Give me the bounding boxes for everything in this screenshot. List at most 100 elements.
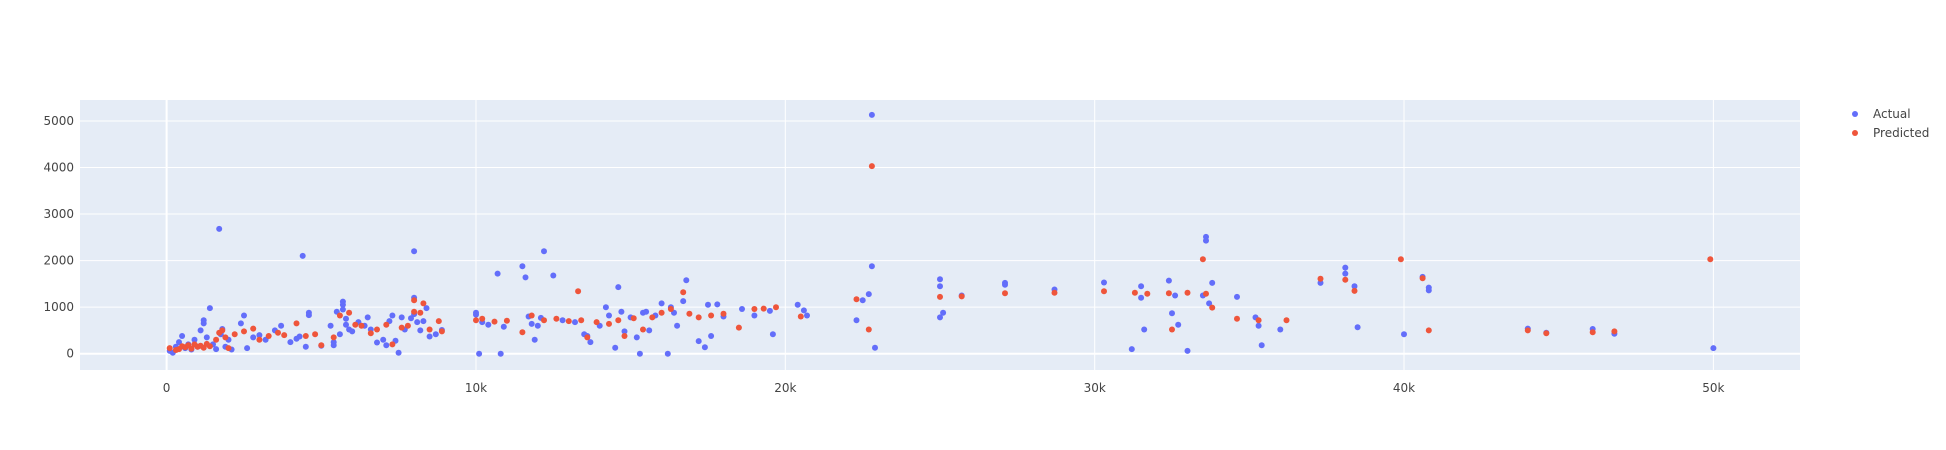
actual-point <box>751 312 758 319</box>
predicted-point <box>615 317 622 324</box>
actual-point <box>426 333 433 340</box>
predicted-point <box>411 308 418 315</box>
predicted-point <box>1169 326 1175 333</box>
actual-point <box>658 300 665 307</box>
actual-point <box>296 333 303 340</box>
actual-point <box>674 322 681 329</box>
actual-point <box>587 339 594 346</box>
actual-point <box>423 305 430 312</box>
actual-point <box>364 314 371 321</box>
actual-point <box>339 301 346 308</box>
predicted-point <box>352 321 359 328</box>
actual-point <box>872 344 878 351</box>
y-tick-label: 5000 <box>43 114 74 128</box>
actual-point <box>1425 287 1432 294</box>
actual-point <box>618 308 625 315</box>
predicted-point <box>797 313 804 320</box>
x-tick-label: 20k <box>774 381 796 395</box>
predicted-point <box>1131 289 1138 296</box>
actual-point <box>191 336 198 343</box>
actual-point <box>680 298 687 305</box>
predicted-point <box>336 312 343 319</box>
predicted-point <box>275 329 281 336</box>
actual-point <box>206 305 213 312</box>
actual-point <box>1141 326 1148 333</box>
actual-point <box>1175 321 1182 328</box>
actual-point <box>868 111 875 118</box>
predicted-point <box>1184 289 1191 296</box>
actual-point <box>1317 279 1324 286</box>
actual-point <box>714 301 721 308</box>
actual-point <box>683 277 690 284</box>
series-predicted <box>166 163 1714 353</box>
predicted-point <box>593 319 600 326</box>
predicted-point <box>1051 289 1058 296</box>
actual-point <box>336 331 343 338</box>
actual-point <box>800 307 807 314</box>
legend[interactable]: Actual Predicted <box>1852 107 1929 140</box>
predicted-point <box>720 310 727 317</box>
predicted-point <box>708 312 715 319</box>
x-tick-label: 10k <box>465 381 487 395</box>
predicted-point <box>606 320 612 327</box>
actual-point <box>705 301 711 308</box>
legend-marker <box>1852 130 1858 136</box>
legend-marker <box>1852 111 1858 117</box>
predicted-point <box>1144 290 1151 297</box>
actual-point <box>241 312 247 319</box>
actual-point <box>200 320 207 327</box>
predicted-point <box>330 334 337 341</box>
actual-point <box>621 328 628 335</box>
actual-point <box>1342 270 1349 277</box>
actual-point <box>534 322 541 329</box>
actual-point <box>1184 347 1191 354</box>
actual-point <box>1128 346 1135 353</box>
x-axis-ticks: 0 10k 20k 30k 40k 50k <box>163 381 1725 395</box>
predicted-point <box>937 293 943 300</box>
y-tick-label: 3000 <box>43 207 74 221</box>
actual-point <box>1277 326 1284 333</box>
predicted-point <box>312 331 319 338</box>
actual-point <box>1258 342 1265 349</box>
predicted-point <box>868 163 875 170</box>
actual-point <box>602 304 609 311</box>
actual-point <box>411 248 418 255</box>
actual-point <box>473 311 479 318</box>
actual-point <box>497 350 504 357</box>
predicted-point <box>1589 329 1596 336</box>
legend-item-predicted[interactable]: Predicted <box>1852 126 1929 140</box>
predicted-point <box>473 317 479 324</box>
actual-point <box>804 312 810 319</box>
predicted-point <box>735 324 742 331</box>
data-points <box>166 111 1717 357</box>
actual-point <box>305 309 312 316</box>
x-tick-label: 0 <box>163 381 171 395</box>
predicted-point <box>640 326 646 333</box>
predicted-point <box>1203 290 1209 297</box>
actual-point <box>522 274 529 281</box>
legend-item-actual[interactable]: Actual <box>1852 107 1911 121</box>
actual-point <box>343 315 349 322</box>
actual-point <box>865 291 872 298</box>
predicted-point <box>256 336 263 343</box>
actual-point <box>550 272 557 279</box>
actual-point <box>559 317 566 324</box>
grid-lines <box>80 100 1800 370</box>
predicted-point <box>281 332 288 339</box>
predicted-point <box>1165 290 1172 297</box>
actual-point <box>476 350 483 357</box>
actual-point <box>1354 324 1361 331</box>
predicted-point <box>1397 256 1404 263</box>
actual-point <box>606 312 612 319</box>
predicted-point <box>751 306 758 312</box>
actual-point <box>237 320 244 327</box>
actual-point <box>646 327 653 334</box>
actual-point <box>380 336 387 343</box>
predicted-point <box>383 321 390 328</box>
predicted-point <box>389 341 396 348</box>
actual-point <box>528 320 535 327</box>
actual-point <box>633 334 640 341</box>
actual-point <box>302 343 309 350</box>
predicted-point <box>166 345 173 352</box>
actual-point <box>937 314 943 321</box>
